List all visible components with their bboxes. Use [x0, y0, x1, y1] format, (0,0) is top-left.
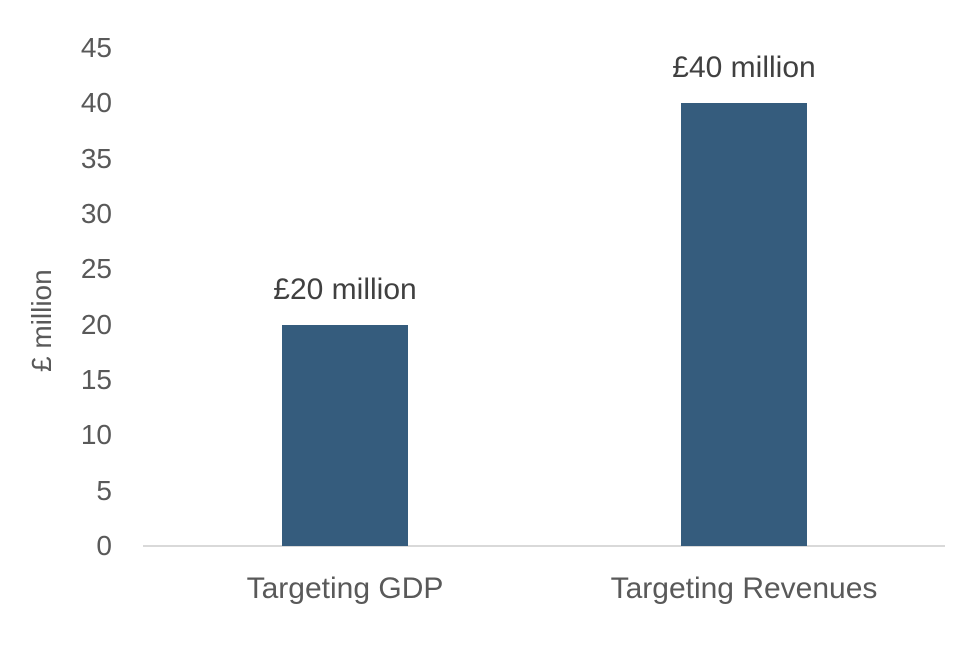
- data-label: £20 million: [273, 272, 417, 306]
- y-tick-label: 25: [80, 253, 112, 285]
- x-tick-label: Targeting Revenues: [610, 572, 878, 605]
- y-tick-label: 10: [80, 419, 112, 451]
- x-tick-label: Targeting GDP: [246, 572, 444, 605]
- bar: [681, 103, 807, 546]
- bar: [282, 324, 408, 546]
- y-axis-label: £ million: [26, 269, 57, 372]
- y-tick-label: 20: [80, 308, 112, 340]
- y-tick-label: 40: [80, 87, 112, 119]
- y-tick-label: 35: [80, 142, 112, 174]
- y-tick-label: 15: [80, 364, 112, 395]
- y-tick-label: 5: [96, 474, 112, 506]
- y-tick-label: 0: [96, 530, 112, 561]
- y-tick-label: 45: [80, 32, 112, 63]
- y-tick-label: 30: [80, 198, 112, 229]
- x-axis-line: [143, 545, 945, 547]
- data-label: £40 million: [672, 51, 816, 85]
